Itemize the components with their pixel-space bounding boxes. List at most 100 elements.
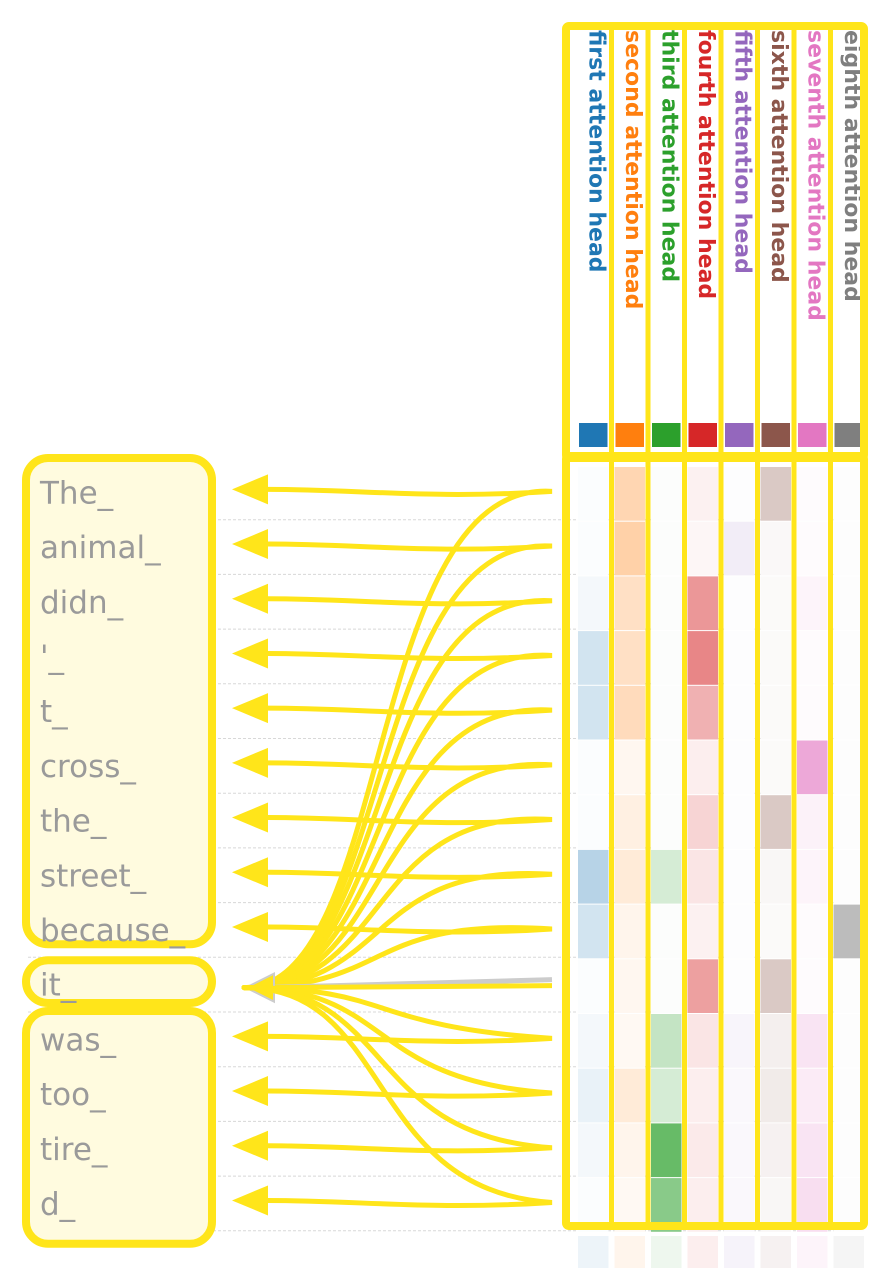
attention-cell — [724, 685, 755, 740]
attention-cell — [760, 521, 791, 576]
head-label: third attention head — [656, 30, 681, 282]
head-label: seventh attention head — [802, 30, 827, 321]
attention-cell — [687, 521, 718, 576]
attention-cell — [797, 795, 828, 849]
attention-cell — [687, 467, 718, 521]
head-label: sixth attention head — [766, 30, 791, 283]
head-label: eighth attention head — [839, 30, 864, 302]
attention-cell — [724, 467, 755, 521]
arrow-head — [232, 638, 268, 669]
attention-cell — [724, 740, 755, 795]
attention-cell — [797, 959, 828, 1013]
footer-strip — [760, 1236, 791, 1268]
attention-cell — [760, 631, 791, 685]
head-label: first attention head — [583, 30, 608, 273]
highlight-frames — [562, 22, 868, 1230]
attention-cell — [760, 959, 791, 1013]
attention-cell — [614, 1123, 645, 1178]
attention-cell — [833, 795, 864, 849]
attention-cell — [833, 1123, 864, 1178]
attention-cell — [651, 1014, 682, 1068]
attention-arrow — [241, 924, 553, 991]
arrow-head — [232, 857, 268, 888]
arrow-head — [232, 693, 268, 724]
head-label: fourth attention head — [693, 30, 718, 299]
attention-cell — [724, 1123, 755, 1178]
attention-cell — [760, 1123, 791, 1178]
arrow-head — [232, 583, 268, 614]
attention-cell — [651, 904, 682, 959]
footer-strip — [797, 1236, 828, 1268]
head-color-swatch — [761, 423, 790, 447]
attention-cell — [760, 740, 791, 795]
attention-arrow — [241, 985, 553, 1209]
footer-strip — [724, 1236, 755, 1268]
attention-cell — [578, 467, 609, 521]
attention-cell — [578, 521, 609, 576]
token: was_ — [40, 1022, 117, 1058]
token: street_ — [40, 858, 147, 894]
attention-cell — [797, 685, 828, 740]
attention-cell — [578, 740, 609, 795]
attention-cell — [614, 576, 645, 631]
token: the_ — [40, 804, 107, 840]
attention-cell — [578, 1123, 609, 1178]
attention-cell — [614, 631, 645, 685]
attention-cell — [687, 849, 718, 904]
attention-cell — [833, 959, 864, 1013]
attention-cell — [651, 467, 682, 521]
attention-cell — [833, 576, 864, 631]
attention-cell — [833, 1068, 864, 1123]
attention-cell — [651, 521, 682, 576]
attention-cell — [833, 631, 864, 685]
attention-cell — [833, 685, 864, 740]
attention-cell — [724, 576, 755, 631]
attention-cell — [578, 904, 609, 959]
attention-cell — [651, 1068, 682, 1123]
attention-cell — [724, 1014, 755, 1068]
attention-cell — [687, 685, 718, 740]
attention-cell — [760, 904, 791, 959]
attention-cell — [578, 1014, 609, 1068]
token: t_ — [40, 694, 68, 730]
attention-cell — [687, 1014, 718, 1068]
head-color-swatch — [834, 423, 863, 447]
token: animal_ — [40, 530, 161, 566]
attention-cell — [614, 795, 645, 849]
attention-cell — [833, 467, 864, 521]
self-attention-arrow — [261, 983, 553, 991]
attention-cell — [614, 740, 645, 795]
attention-cell — [797, 576, 828, 631]
attention-cell — [614, 467, 645, 521]
footer-strip — [833, 1236, 864, 1268]
attention-cell — [651, 849, 682, 904]
attention-cell — [651, 959, 682, 1013]
attention-cell — [724, 959, 755, 1013]
token: too_ — [40, 1077, 106, 1113]
attention-arrows — [232, 474, 553, 1216]
arrow-head — [232, 1130, 268, 1161]
attention-cell — [724, 795, 755, 849]
arrow-head — [232, 1076, 268, 1107]
footer-strip — [687, 1236, 718, 1268]
attention-cell — [687, 740, 718, 795]
token: '_ — [40, 639, 65, 675]
footer-strip — [578, 1236, 609, 1268]
attention-arrow — [241, 760, 553, 991]
token-group-after — [22, 1007, 216, 1248]
attention-cell — [797, 1123, 828, 1178]
head-columns: first attention head second attention hea… — [579, 30, 864, 447]
attention-cell — [797, 1014, 828, 1068]
attention-cell — [651, 1123, 682, 1178]
attention-cell — [724, 849, 755, 904]
footer-strip — [614, 1236, 645, 1268]
token: because_ — [40, 913, 186, 949]
attention-cell — [578, 959, 609, 1013]
attention-cell — [614, 685, 645, 740]
token: cross_ — [40, 749, 136, 785]
attention-cell — [760, 1068, 791, 1123]
attention-cell — [614, 1014, 645, 1068]
attention-arrow — [241, 596, 553, 991]
query-token-box — [22, 956, 216, 1007]
attention-cell — [687, 959, 718, 1013]
